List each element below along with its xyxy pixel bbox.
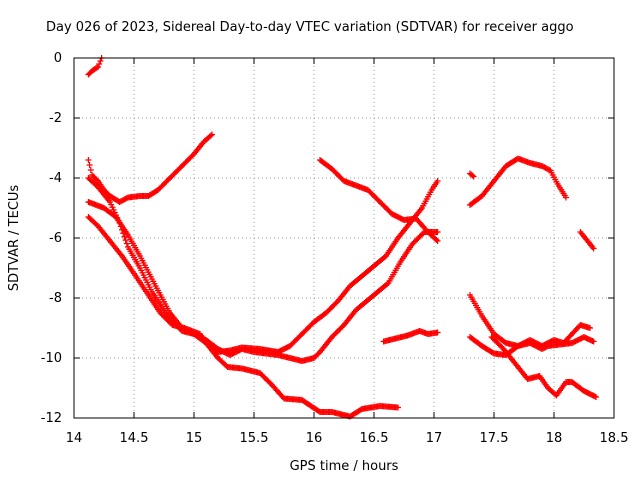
x-tick-label: 17.5 xyxy=(480,431,509,446)
data-point xyxy=(97,58,104,64)
data-point xyxy=(434,178,441,184)
y-tick-label: -10 xyxy=(41,351,62,366)
data-point xyxy=(470,173,477,180)
y-tick-label: -12 xyxy=(41,411,62,426)
series-arc-e xyxy=(85,214,401,420)
x-axis-label: GPS time / hours xyxy=(290,459,399,474)
x-tick-label: 18.5 xyxy=(600,431,629,446)
data-point xyxy=(395,404,401,411)
series-arc-c xyxy=(85,175,441,364)
data-point xyxy=(95,64,101,70)
x-tick-label: 16.5 xyxy=(360,431,389,446)
x-tick-label: 15.5 xyxy=(240,431,269,446)
data-point xyxy=(85,157,92,163)
data-point xyxy=(108,201,115,208)
data-point xyxy=(593,394,599,400)
x-tick-label: 14.5 xyxy=(120,431,149,446)
data-point xyxy=(110,206,117,213)
grid-lines xyxy=(74,58,614,418)
data-point xyxy=(563,194,569,201)
data-point xyxy=(107,199,113,205)
series-arc-h xyxy=(467,170,477,180)
data-point xyxy=(590,338,597,345)
data-points xyxy=(85,55,599,420)
y-tick-label: 0 xyxy=(54,51,62,66)
data-point xyxy=(384,281,391,287)
x-tick-label: 18 xyxy=(546,431,563,446)
data-point xyxy=(93,64,100,71)
y-axis-label: SDTVAR / TECUs xyxy=(7,185,22,292)
x-tick-label: 17 xyxy=(426,431,443,446)
y-tick-label: -4 xyxy=(49,171,62,186)
data-point xyxy=(87,167,94,173)
data-point xyxy=(434,329,441,336)
data-point xyxy=(434,238,441,244)
data-point xyxy=(86,162,93,168)
series-arc-k xyxy=(467,334,597,358)
series-arc-m xyxy=(577,229,597,252)
data-point xyxy=(109,204,116,211)
x-tick-label: 14 xyxy=(66,431,83,446)
data-point xyxy=(469,172,476,179)
data-point xyxy=(207,132,214,139)
data-point xyxy=(209,131,215,138)
axis-ticks: 14 14.5 15 15.5 16 16.5 17 17.5 18 18.5 0 -2 -4 -6 -8 -… xyxy=(41,51,629,446)
x-tick-label: 15 xyxy=(186,431,203,446)
y-tick-label: -8 xyxy=(49,291,62,306)
series-arc-i xyxy=(467,155,569,208)
y-tick-label: -2 xyxy=(49,111,62,126)
data-point xyxy=(433,236,440,243)
data-point xyxy=(587,325,593,331)
plot-frame xyxy=(73,57,615,419)
y-tick-label: -6 xyxy=(49,231,62,246)
data-point xyxy=(122,237,129,244)
data-point xyxy=(96,61,103,67)
series-arc-g xyxy=(380,328,441,345)
series-arc-f xyxy=(317,157,441,244)
data-point xyxy=(590,245,597,252)
x-tick-label: 16 xyxy=(306,431,323,446)
data-point xyxy=(434,229,441,235)
series-arc-l xyxy=(488,334,599,400)
chart-title: Day 026 of 2023, Sidereal Day-to-day VTE… xyxy=(46,20,574,35)
data-point xyxy=(123,240,130,247)
